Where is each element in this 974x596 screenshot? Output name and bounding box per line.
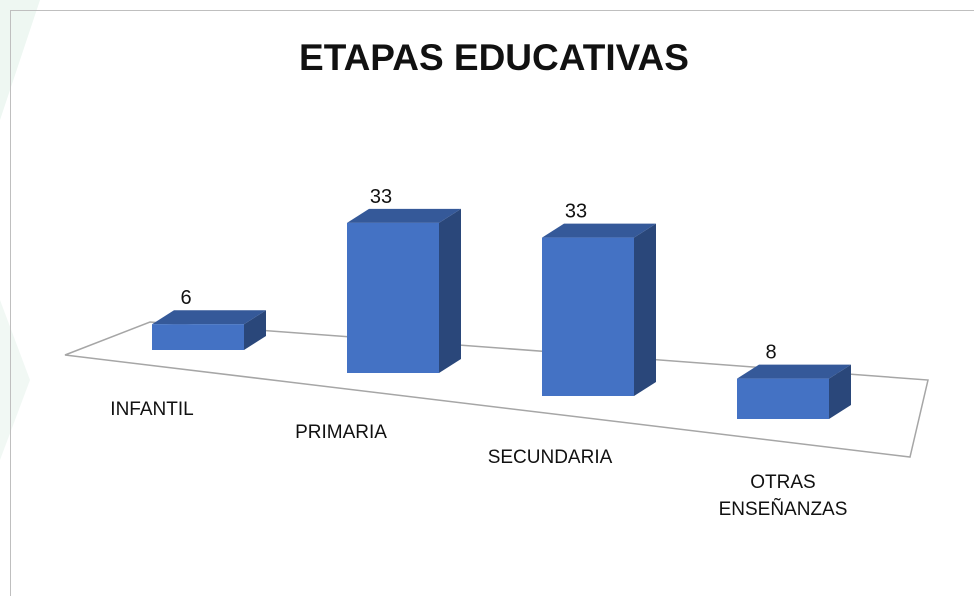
value-label: 33	[370, 186, 392, 208]
x-tick-label: PRIMARIA	[295, 422, 387, 443]
bar	[152, 324, 244, 350]
x-tick-label: OTRAS ENSEÑANZAS	[718, 472, 848, 520]
x-tick-label: INFANTIL	[110, 399, 194, 420]
floor	[64, 321, 929, 458]
bar-top	[542, 223, 656, 238]
value-label: 8	[765, 342, 776, 364]
bar-top	[347, 208, 461, 223]
bar-side	[829, 364, 851, 419]
background-decor	[0, 0, 40, 120]
chart-border	[10, 10, 974, 596]
bar-top	[737, 364, 851, 379]
bar-side	[634, 223, 656, 396]
bar-top	[152, 310, 266, 325]
x-tick-label: SECUNDARIA	[487, 447, 613, 468]
bar	[542, 237, 634, 396]
bar	[737, 378, 829, 419]
value-label: 33	[565, 201, 587, 223]
bar-side	[244, 310, 266, 350]
chart-title: ETAPAS EDUCATIVAS	[299, 37, 689, 78]
bar-side	[439, 208, 461, 373]
value-label: 6	[180, 287, 191, 309]
bar	[347, 222, 439, 373]
background-decor	[0, 300, 30, 460]
